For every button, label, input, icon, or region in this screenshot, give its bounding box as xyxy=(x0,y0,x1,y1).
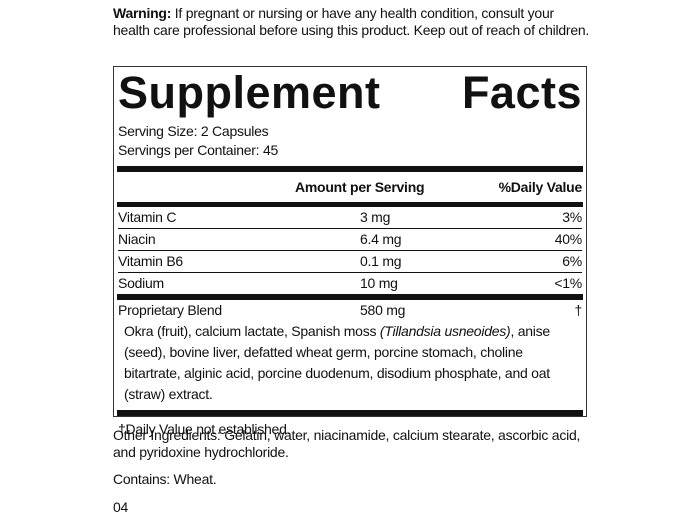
nutrient-name: Sodium xyxy=(118,275,164,291)
nutrient-daily-value: 3% xyxy=(562,209,582,225)
nutrient-amount: 10 mg xyxy=(360,275,398,291)
warning: Warning: If pregnant or nursing or have … xyxy=(113,5,591,39)
nutrient-name: Vitamin B6 xyxy=(118,253,183,269)
nutrient-row: Vitamin B6 0.1 mg 6% xyxy=(118,251,582,272)
serving-size: Serving Size: 2 Capsules xyxy=(118,123,269,139)
nutrient-row: Vitamin C 3 mg 3% xyxy=(118,207,582,228)
contains: Contains: Wheat. xyxy=(113,471,217,487)
row-divider xyxy=(118,228,582,229)
nutrient-daily-value: 40% xyxy=(554,231,583,247)
desc-latin: (Tillandsia usneoides) xyxy=(379,323,511,339)
other-ingredients: Other Ingredients: Gelatin, water, niaci… xyxy=(113,427,581,460)
header-daily-value: %Daily Value xyxy=(498,179,583,195)
desc-text: , anise (seed), bovine liver, defatted w… xyxy=(124,323,550,402)
row-divider xyxy=(118,250,582,251)
nutrient-daily-value: 6% xyxy=(562,253,582,269)
warning-label: Warning: xyxy=(113,5,172,21)
header-row: Amount per Serving %Daily Value xyxy=(118,172,582,202)
facts-title: Supplement Facts xyxy=(118,67,582,118)
nutrient-rows: Vitamin C 3 mg 3% Niacin 6.4 mg 40% Vitamin B6… xyxy=(118,207,582,294)
nutrient-name: Vitamin C xyxy=(118,209,177,225)
blend-description: Okra (fruit), calcium lactate, Spanish m… xyxy=(118,321,582,405)
blend-name: Proprietary Blend xyxy=(118,302,222,318)
warning-text: If pregnant or nursing or have any healt… xyxy=(113,5,590,38)
divider xyxy=(117,410,583,416)
nutrient-amount: 3 mg xyxy=(360,209,391,225)
row-divider xyxy=(118,272,582,273)
nutrient-name: Niacin xyxy=(118,231,156,247)
blend-daily-value: † xyxy=(574,302,582,318)
nutrient-amount: 0.1 mg xyxy=(360,253,402,269)
divider xyxy=(117,294,583,300)
header-amount: Amount per Serving xyxy=(295,179,425,195)
blend-row: Proprietary Blend 580 mg † xyxy=(118,300,582,321)
nutrient-amount: 6.4 mg xyxy=(360,231,402,247)
nutrient-daily-value: <1% xyxy=(554,275,582,291)
facts-panel: Supplement Facts Serving Size: 2 Capsule… xyxy=(113,66,587,437)
desc-text: Okra (fruit), calcium lactate, Spanish m… xyxy=(124,323,380,339)
divider xyxy=(117,166,583,172)
servings-per-container: Servings per Container: 45 xyxy=(118,142,279,158)
footnote: †Daily Value not established. xyxy=(118,421,291,437)
divider xyxy=(117,202,583,207)
blend-amount: 580 mg xyxy=(360,302,406,318)
nutrient-row: Sodium 10 mg <1% xyxy=(118,273,582,294)
code: 04 xyxy=(113,499,129,515)
nutrient-row: Niacin 6.4 mg 40% xyxy=(118,229,582,250)
